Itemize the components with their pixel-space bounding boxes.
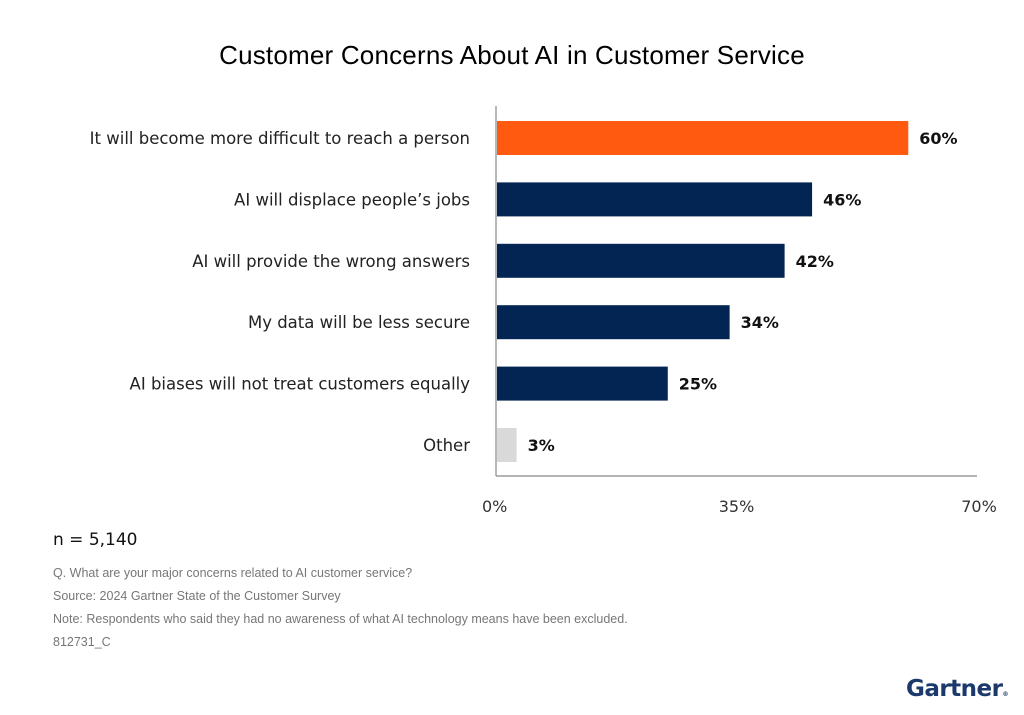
labels-layer: It will become more difficult to reach a… xyxy=(90,129,958,455)
logo-text: Gartner xyxy=(905,676,1003,702)
category-label: AI will provide the wrong answers xyxy=(192,252,470,271)
survey-question: Q. What are your major concerns related … xyxy=(53,566,413,580)
registered-mark: ® xyxy=(1002,691,1009,698)
value-label: 60% xyxy=(919,129,957,148)
source-note: Source: 2024 Gartner State of the Custom… xyxy=(53,589,341,603)
value-label: 46% xyxy=(823,190,861,209)
exclusion-note: Note: Respondents who said they had no a… xyxy=(53,612,628,626)
bars-layer xyxy=(497,121,909,462)
bar-1 xyxy=(497,182,813,217)
x-tick-label: 70% xyxy=(961,497,997,516)
x-tick-label: 35% xyxy=(719,497,755,516)
value-label: 42% xyxy=(796,252,834,271)
x-tick-labels: 0% 35% 70% xyxy=(482,497,997,516)
gartner-logo: Gartner® xyxy=(905,676,1009,702)
bar-5 xyxy=(497,428,517,462)
category-label: It will become more difficult to reach a… xyxy=(90,129,470,148)
chart-title: Customer Concerns About AI in Customer S… xyxy=(219,40,805,70)
x-tick-label: 0% xyxy=(482,497,507,516)
value-label: 3% xyxy=(528,436,555,455)
bar-chart: It will become more difficult to reach a… xyxy=(90,106,997,516)
bar-2 xyxy=(497,243,785,278)
bar-0 xyxy=(497,121,909,155)
category-label: AI will displace people’s jobs xyxy=(234,190,470,209)
bar-3 xyxy=(497,305,730,340)
category-label: Other xyxy=(423,436,470,455)
bar-4 xyxy=(497,366,668,401)
category-label: AI biases will not treat customers equal… xyxy=(130,375,471,394)
value-label: 25% xyxy=(679,375,717,394)
sample-size: n = 5,140 xyxy=(53,530,138,550)
chart-id: 812731_C xyxy=(53,635,111,649)
category-label: My data will be less secure xyxy=(248,313,470,332)
value-label: 34% xyxy=(741,313,779,332)
